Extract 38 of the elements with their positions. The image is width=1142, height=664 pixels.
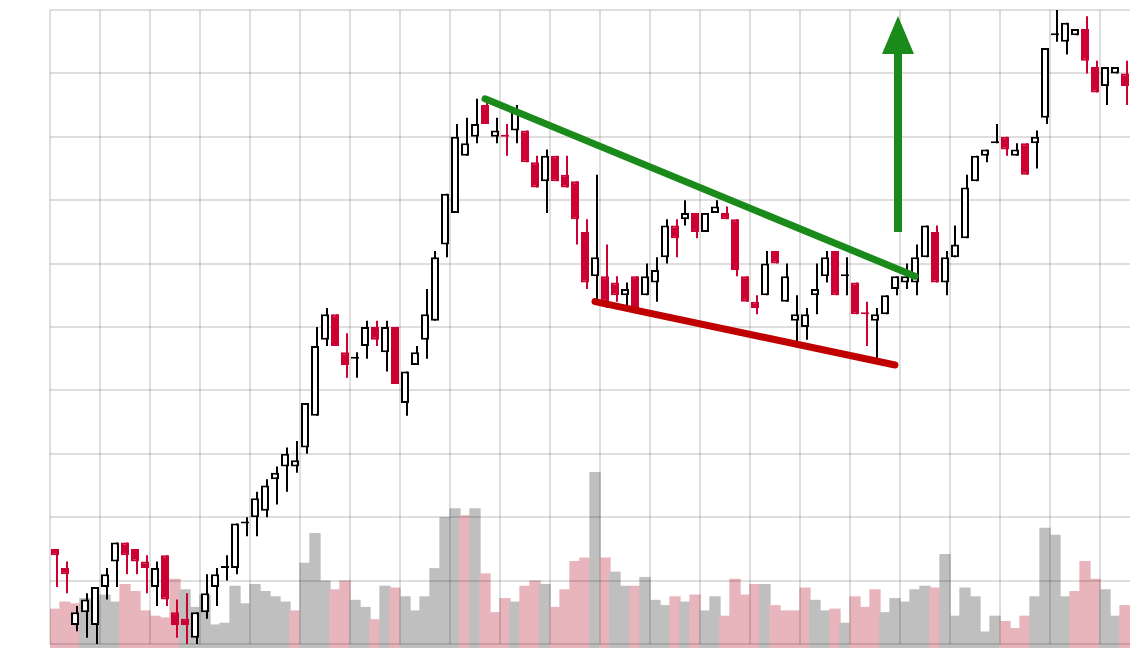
candlestick: [691, 211, 699, 240]
bar: [399, 596, 411, 648]
bar: [829, 608, 841, 648]
candlestick: [341, 332, 349, 379]
candlestick: [591, 173, 599, 303]
candlestick: [471, 97, 479, 145]
bar: [759, 583, 771, 648]
bar: [609, 571, 621, 648]
bar: [1099, 589, 1111, 648]
candlestick: [491, 116, 499, 145]
candlestick: [381, 319, 389, 373]
candlestick: [781, 262, 789, 303]
candlestick: [161, 554, 169, 607]
bar: [689, 594, 701, 648]
bar: [769, 605, 781, 648]
candlestick: [401, 370, 409, 417]
bar: [809, 599, 821, 648]
candlestick: [541, 148, 549, 214]
candlestick: [531, 154, 539, 189]
candlestick: [761, 249, 769, 297]
bar: [1119, 605, 1130, 648]
bar: [589, 472, 601, 648]
bar: [479, 573, 491, 648]
candlestick: [361, 319, 369, 360]
bar: [599, 557, 611, 648]
bar: [389, 587, 401, 648]
candlestick: [321, 306, 329, 348]
candlestick: [151, 560, 159, 607]
bar: [849, 596, 861, 648]
candlestick: [1121, 59, 1129, 107]
candlestick: [111, 541, 119, 588]
bar: [999, 620, 1011, 648]
bar: [669, 596, 681, 648]
bar: [469, 508, 481, 648]
candlestick: [661, 218, 669, 265]
bar: [939, 554, 951, 648]
bar: [539, 583, 551, 648]
candlestick: [671, 218, 679, 259]
